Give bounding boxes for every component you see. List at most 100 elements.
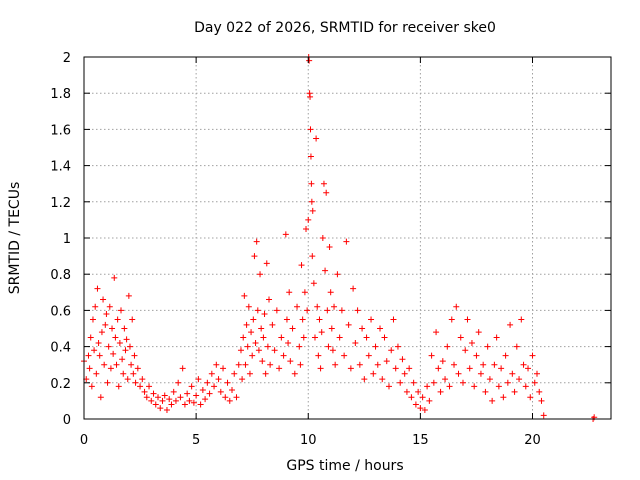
data-point <box>301 289 308 296</box>
data-point <box>86 365 93 372</box>
data-point <box>435 365 442 372</box>
data-point <box>280 352 287 359</box>
data-point <box>318 329 325 336</box>
data-point <box>412 401 419 408</box>
data-point <box>177 394 184 401</box>
data-point <box>475 329 482 336</box>
data-point <box>278 334 285 341</box>
data-point <box>100 296 107 303</box>
data-point <box>97 394 104 401</box>
x-tick-label: 20 <box>524 433 541 448</box>
data-point <box>172 397 179 404</box>
data-point <box>347 365 354 372</box>
data-point <box>388 347 395 354</box>
data-point <box>184 390 191 397</box>
data-point <box>106 303 113 310</box>
data-point <box>397 379 404 386</box>
data-point <box>134 365 141 372</box>
data-point <box>88 383 95 390</box>
data-point <box>509 370 516 377</box>
data-point <box>372 343 379 350</box>
data-point <box>224 379 231 386</box>
y-tick-label: 1.4 <box>50 160 71 175</box>
data-point <box>298 262 305 269</box>
data-point <box>146 383 153 390</box>
data-point <box>101 361 108 368</box>
data-point <box>498 365 505 372</box>
data-point <box>296 343 303 350</box>
data-point <box>240 334 247 341</box>
data-point <box>159 397 166 404</box>
data-point <box>271 347 278 354</box>
data-point <box>307 153 314 160</box>
data-point <box>148 397 155 404</box>
data-point <box>455 370 462 377</box>
data-point <box>363 334 370 341</box>
data-point <box>533 370 540 377</box>
data-point <box>383 358 390 365</box>
data-point <box>525 365 532 372</box>
data-point <box>305 216 312 223</box>
data-point <box>119 356 126 363</box>
data-point <box>343 238 350 245</box>
data-point <box>415 388 422 395</box>
data-point <box>113 361 120 368</box>
ticks-layer <box>83 56 611 420</box>
data-point <box>111 274 118 281</box>
data-point <box>370 370 377 377</box>
data-point <box>329 347 336 354</box>
data-point <box>365 352 372 359</box>
data-point <box>322 267 329 274</box>
data-point <box>85 352 92 359</box>
data-point <box>345 321 352 328</box>
data-point <box>237 347 244 354</box>
data-point <box>143 394 150 401</box>
data-point <box>294 303 301 310</box>
data-point <box>188 383 195 390</box>
data-point <box>155 394 162 401</box>
data-point <box>261 311 268 318</box>
data-point <box>486 376 493 383</box>
data-point <box>307 93 314 100</box>
data-point <box>462 347 469 354</box>
y-tick-label: 0.4 <box>50 341 71 356</box>
data-point <box>538 397 545 404</box>
data-point <box>297 361 304 368</box>
data-point <box>163 406 170 413</box>
data-point <box>269 321 276 328</box>
data-point <box>109 325 116 332</box>
data-point <box>507 321 514 328</box>
data-point <box>513 343 520 350</box>
data-point <box>193 392 200 399</box>
data-point <box>361 376 368 383</box>
data-point <box>94 285 101 292</box>
data-point <box>410 379 417 386</box>
data-point <box>195 376 202 383</box>
data-point <box>114 316 121 323</box>
data-point <box>311 334 318 341</box>
data-point <box>170 388 177 395</box>
data-point <box>477 370 484 377</box>
data-point <box>491 361 498 368</box>
data-point <box>334 271 341 278</box>
data-point <box>336 334 343 341</box>
data-point <box>258 325 265 332</box>
data-point <box>482 388 489 395</box>
data-point <box>466 365 473 372</box>
data-point <box>251 253 258 260</box>
data-point <box>120 370 127 377</box>
data-point <box>327 289 334 296</box>
data-point <box>324 307 331 314</box>
data-point <box>252 339 259 346</box>
data-point <box>516 376 523 383</box>
data-point <box>381 334 388 341</box>
y-tick-label: 1.6 <box>50 123 71 138</box>
data-point <box>235 361 242 368</box>
data-point <box>110 350 117 357</box>
data-point <box>313 135 320 142</box>
data-point <box>129 316 136 323</box>
data-point <box>257 271 264 278</box>
data-point <box>480 361 487 368</box>
data-point <box>246 370 253 377</box>
data-point <box>464 316 471 323</box>
